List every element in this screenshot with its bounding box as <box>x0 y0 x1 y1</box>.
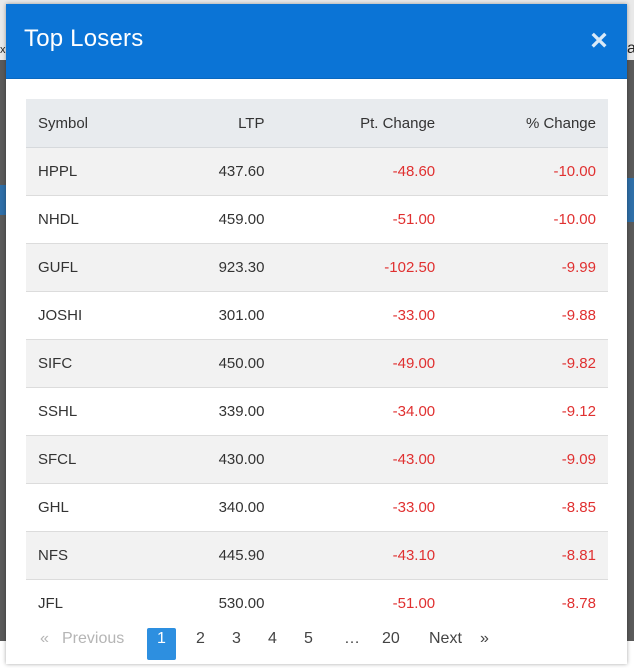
cell-pct-change: -8.78 <box>447 579 608 627</box>
top-losers-table: Symbol LTP Pt. Change % Change HPPL 437.6… <box>26 99 608 627</box>
column-header-pct-change[interactable]: % Change <box>447 99 608 148</box>
cell-pct-change: -9.82 <box>447 339 608 388</box>
cell-symbol[interactable]: JOSHI <box>26 291 166 340</box>
table-row[interactable]: SSHL 339.00 -34.00 -9.12 <box>26 387 608 436</box>
pagination-page-4[interactable]: 4 <box>268 630 277 647</box>
table-row[interactable]: SIFC 450.00 -49.00 -9.82 <box>26 339 608 388</box>
cell-ltp: 530.00 <box>165 579 277 627</box>
table-row[interactable]: SFCL 430.00 -43.00 -9.09 <box>26 435 608 484</box>
table-row[interactable]: JOSHI 301.00 -33.00 -9.88 <box>26 291 608 340</box>
pagination-prev-glyph[interactable]: « <box>40 630 49 647</box>
cell-symbol[interactable]: SSHL <box>26 387 166 436</box>
top-losers-modal: Top Losers × Symbol LTP Pt. Change % Cha… <box>6 4 627 664</box>
table-row[interactable]: GUFL 923.30 -102.50 -9.99 <box>26 243 608 292</box>
pagination-page-1[interactable]: 1 <box>147 628 176 660</box>
cell-pt-change: -43.00 <box>276 435 448 484</box>
table-row[interactable]: JFL 530.00 -51.00 -8.78 <box>26 579 608 627</box>
cell-ltp: 445.90 <box>165 531 277 580</box>
cell-ltp: 450.00 <box>165 339 277 388</box>
pagination-previous[interactable]: Previous <box>62 630 125 647</box>
pagination-page-5[interactable]: 5 <box>304 630 313 647</box>
close-icon[interactable]: × <box>590 24 608 57</box>
cell-pct-change: -10.00 <box>447 147 608 196</box>
cell-pt-change: -51.00 <box>276 579 448 627</box>
cell-pt-change: -33.00 <box>276 483 448 532</box>
cell-ltp: 430.00 <box>165 435 277 484</box>
pagination-page-3[interactable]: 3 <box>232 630 241 647</box>
cell-symbol[interactable]: SIFC <box>26 339 166 388</box>
table-row[interactable]: NFS 445.90 -43.10 -8.81 <box>26 531 608 580</box>
cell-ltp: 437.60 <box>165 147 277 196</box>
cell-ltp: 339.00 <box>165 387 277 436</box>
cell-symbol[interactable]: HPPL <box>26 147 166 196</box>
cell-pt-change: -34.00 <box>276 387 448 436</box>
pagination-ellipsis: … <box>344 630 360 647</box>
cell-symbol[interactable]: GHL <box>26 483 166 532</box>
cell-pt-change: -51.00 <box>276 195 448 244</box>
column-header-symbol[interactable]: Symbol <box>26 99 166 148</box>
backdrop-blue-block <box>0 185 8 215</box>
cell-symbol[interactable]: JFL <box>26 579 166 627</box>
cell-pct-change: -9.99 <box>447 243 608 292</box>
cell-ltp: 301.00 <box>165 291 277 340</box>
cell-pct-change: -9.09 <box>447 435 608 484</box>
modal-title: Top Losers <box>24 25 144 52</box>
cell-symbol[interactable]: NFS <box>26 531 166 580</box>
cell-ltp: 459.00 <box>165 195 277 244</box>
backdrop-text-fragment-right: a <box>627 40 634 57</box>
cell-pt-change: -102.50 <box>276 243 448 292</box>
cell-symbol[interactable]: SFCL <box>26 435 166 484</box>
backdrop-text-fragment: x. <box>0 44 9 56</box>
column-header-pt-change[interactable]: Pt. Change <box>276 99 448 148</box>
table-row[interactable]: GHL 340.00 -33.00 -8.85 <box>26 483 608 532</box>
cell-pt-change: -33.00 <box>276 291 448 340</box>
backdrop-blue-block-right <box>627 178 634 222</box>
table-header-row: Symbol LTP Pt. Change % Change <box>26 99 608 148</box>
cell-symbol[interactable]: GUFL <box>26 243 166 292</box>
table-row[interactable]: HPPL 437.60 -48.60 -10.00 <box>26 147 608 196</box>
column-header-ltp[interactable]: LTP <box>165 99 277 148</box>
cell-pct-change: -10.00 <box>447 195 608 244</box>
cell-pct-change: -9.88 <box>447 291 608 340</box>
pagination-page-20[interactable]: 20 <box>382 630 400 647</box>
pagination-page-2[interactable]: 2 <box>196 630 205 647</box>
cell-pt-change: -48.60 <box>276 147 448 196</box>
modal-header: Top Losers × <box>6 4 627 79</box>
cell-pct-change: -8.81 <box>447 531 608 580</box>
table-row[interactable]: NHDL 459.00 -51.00 -10.00 <box>26 195 608 244</box>
cell-ltp: 340.00 <box>165 483 277 532</box>
cell-pct-change: -8.85 <box>447 483 608 532</box>
cell-symbol[interactable]: NHDL <box>26 195 166 244</box>
pagination-next-glyph[interactable]: » <box>480 630 489 647</box>
cell-pt-change: -43.10 <box>276 531 448 580</box>
cell-pt-change: -49.00 <box>276 339 448 388</box>
cell-pct-change: -9.12 <box>447 387 608 436</box>
pagination-next[interactable]: Next <box>429 630 462 647</box>
cell-ltp: 923.30 <box>165 243 277 292</box>
